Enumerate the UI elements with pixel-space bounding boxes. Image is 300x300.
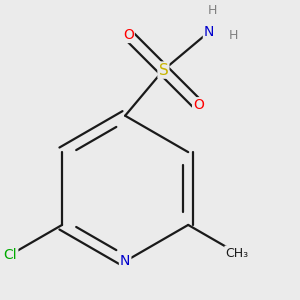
Text: Cl: Cl: [4, 248, 17, 262]
Text: O: O: [123, 28, 134, 42]
Text: H: H: [208, 4, 217, 17]
Text: H: H: [229, 28, 239, 42]
Text: S: S: [159, 63, 168, 78]
Text: N: N: [204, 25, 214, 39]
Text: O: O: [193, 98, 204, 112]
Text: N: N: [120, 254, 130, 268]
Text: CH₃: CH₃: [225, 247, 248, 260]
